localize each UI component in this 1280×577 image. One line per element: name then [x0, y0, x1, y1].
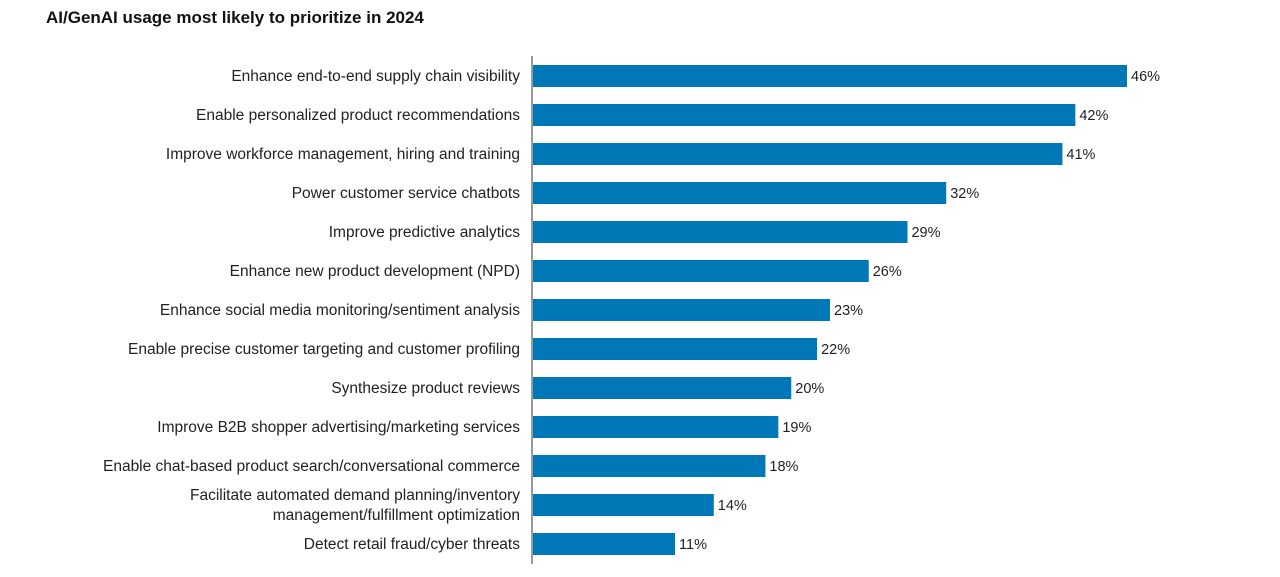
- category-label-line: Power customer service chatbots: [292, 185, 521, 202]
- category-label: Power customer service chatbots: [292, 185, 521, 202]
- bar: [533, 533, 676, 555]
- category-label-line: Improve predictive analytics: [329, 224, 520, 241]
- category-label-line: Enable precise customer targeting and cu…: [128, 341, 520, 358]
- bar: [533, 338, 818, 360]
- category-label: Enable personalized product recommendati…: [196, 107, 520, 124]
- category-label: Enable chat-based product search/convers…: [103, 458, 520, 475]
- category-label-line: Enable personalized product recommendati…: [196, 107, 520, 124]
- category-label: Improve predictive analytics: [329, 224, 520, 241]
- category-label: Enhance social media monitoring/sentimen…: [160, 302, 520, 319]
- bar-value-label: 18%: [769, 459, 798, 475]
- category-label-line: Enhance new product development (NPD): [230, 263, 520, 280]
- bar-value-label: 14%: [718, 498, 747, 514]
- bar-value-label: 32%: [950, 186, 979, 202]
- labels-layer: 46% Enhance end-to-end supply chain visib…: [103, 68, 1160, 553]
- bar: [533, 143, 1063, 165]
- bar-value-label: 22%: [821, 342, 850, 358]
- bar-value-label: 19%: [782, 420, 811, 436]
- category-label: Enable precise customer targeting and cu…: [128, 341, 520, 358]
- bar: [533, 182, 947, 204]
- category-label-line: Improve workforce management, hiring and…: [166, 146, 520, 163]
- bar: [533, 455, 766, 477]
- bar-value-label: 29%: [911, 225, 940, 241]
- category-label-line: Improve B2B shopper advertising/marketin…: [157, 419, 520, 436]
- bar-value-label: 20%: [795, 381, 824, 397]
- bar: [533, 416, 779, 438]
- bar: [533, 104, 1076, 126]
- bar: [533, 260, 869, 282]
- bar-value-label: 23%: [834, 303, 863, 319]
- category-label: Enhance end-to-end supply chain visibili…: [231, 68, 520, 85]
- category-label-line: Enhance end-to-end supply chain visibili…: [231, 68, 520, 85]
- category-label-line: Detect retail fraud/cyber threats: [304, 536, 520, 553]
- category-label: Improve B2B shopper advertising/marketin…: [157, 419, 520, 436]
- bar-value-label: 11%: [679, 537, 707, 553]
- bar: [533, 494, 714, 516]
- category-label: Synthesize product reviews: [331, 380, 520, 397]
- category-label: Facilitate automated demand planning/inv…: [190, 487, 520, 524]
- bar-value-label: 46%: [1131, 69, 1160, 85]
- bar-value-label: 42%: [1079, 108, 1108, 124]
- chart-title: AI/GenAI usage most likely to prioritize…: [46, 8, 424, 27]
- category-label-line: Enhance social media monitoring/sentimen…: [160, 302, 520, 319]
- bars-layer: [533, 65, 1127, 555]
- category-label-line: Synthesize product reviews: [331, 380, 520, 397]
- bar-value-label: 41%: [1066, 147, 1095, 163]
- bar-value-label: 26%: [873, 264, 902, 280]
- bar: [533, 377, 792, 399]
- category-label-line: Facilitate automated demand planning/inv…: [190, 487, 520, 504]
- category-label: Enhance new product development (NPD): [230, 263, 520, 280]
- bar: [533, 221, 908, 243]
- category-label: Improve workforce management, hiring and…: [166, 146, 520, 163]
- category-label-line: Enable chat-based product search/convers…: [103, 458, 520, 475]
- bar: [533, 299, 830, 321]
- category-label-line: management/fulfillment optimization: [273, 507, 520, 524]
- category-label: Detect retail fraud/cyber threats: [304, 536, 520, 553]
- bar: [533, 65, 1127, 87]
